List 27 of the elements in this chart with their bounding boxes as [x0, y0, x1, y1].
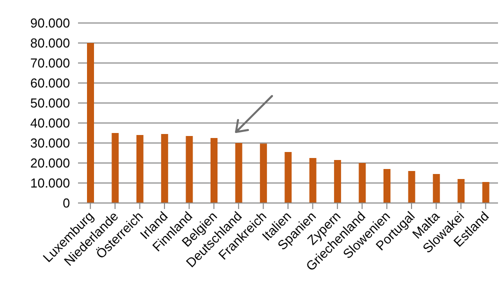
y-tick-label: 80.000 — [30, 36, 70, 51]
bar — [482, 182, 490, 203]
bar — [383, 169, 390, 203]
bar — [260, 144, 267, 203]
bar — [136, 135, 144, 203]
bar — [358, 163, 366, 203]
bar — [87, 43, 94, 203]
bar — [235, 143, 242, 203]
bar — [458, 179, 465, 203]
bar — [309, 158, 316, 203]
y-tick-label: 50.000 — [30, 96, 70, 111]
y-tick-label: 10.000 — [30, 176, 70, 191]
bar — [284, 152, 292, 203]
bar — [408, 171, 416, 203]
bar — [334, 160, 342, 203]
bar — [210, 138, 218, 203]
y-tick-label: 0 — [62, 196, 70, 211]
bar — [161, 134, 168, 203]
y-tick-label: 60.000 — [30, 76, 70, 91]
bar — [432, 174, 440, 203]
y-tick-label: 30.000 — [30, 136, 70, 151]
y-tick-label: 20.000 — [30, 156, 70, 171]
bar — [112, 133, 119, 203]
y-tick-label: 70.000 — [30, 56, 70, 71]
bar — [186, 136, 193, 203]
y-tick-label: 90.000 — [30, 16, 70, 31]
y-tick-label: 40.000 — [30, 116, 70, 131]
